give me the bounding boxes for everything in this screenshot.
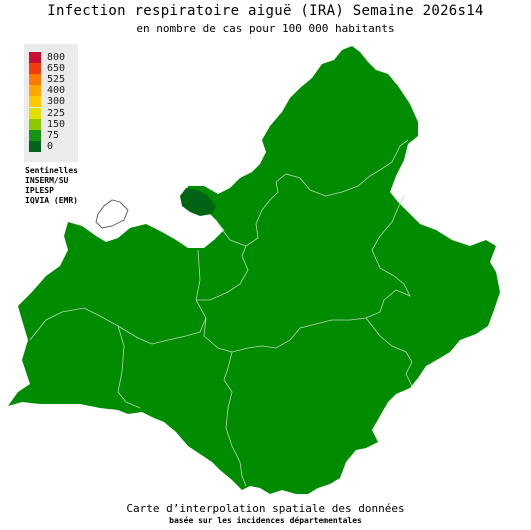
legend-swatch xyxy=(29,107,41,119)
legend-swatch xyxy=(29,140,41,152)
legend-swatch xyxy=(29,74,41,86)
map-title: Infection respiratoire aiguë (IRA) Semai… xyxy=(47,3,484,19)
legend-label: 525 xyxy=(47,74,66,86)
sources-list: Sentinelles INSERM/SU IPLESP IQVIA (EMR) xyxy=(25,166,78,206)
source-line: IQVIA (EMR) xyxy=(25,196,78,205)
legend-label: 225 xyxy=(47,107,66,119)
legend-label: 75 xyxy=(47,129,60,141)
legend-item: 225 xyxy=(29,107,66,119)
legend-swatch xyxy=(29,85,41,97)
legend-swatch xyxy=(29,63,41,75)
outside-enclave xyxy=(95,199,129,229)
legend-item: 800 xyxy=(29,52,65,63)
source-line: INSERM/SU xyxy=(25,176,69,185)
legend-swatch xyxy=(29,52,41,63)
legend-label: 150 xyxy=(47,118,66,130)
legend-swatch xyxy=(29,96,41,108)
legend-label: 800 xyxy=(47,52,66,63)
map-subtitle: en nombre de cas pour 100 000 habitants xyxy=(136,22,395,35)
legend-label: 650 xyxy=(47,63,66,75)
legend-swatch xyxy=(29,118,41,130)
legend-item: 300 xyxy=(29,96,66,108)
legend-label: 400 xyxy=(47,85,66,97)
legend-item: 75 xyxy=(29,129,60,141)
legend-label: 300 xyxy=(47,96,66,108)
legend-item: 650 xyxy=(29,63,66,75)
legend-item: 150 xyxy=(29,118,66,130)
legend-item: 0 xyxy=(29,140,54,152)
legend-item: 525 xyxy=(29,74,66,86)
legend-label: 0 xyxy=(47,140,54,152)
sources-heading: Sentinelles xyxy=(25,166,78,175)
legend: 800 650 525 400 300 225 150 75 0 xyxy=(24,44,78,162)
legend-swatch xyxy=(29,129,41,141)
region-area xyxy=(8,46,500,494)
footer-note: basée sur les incidences départementales xyxy=(169,516,362,525)
footer-caption: Carte d’interpolation spatiale des donné… xyxy=(126,502,405,515)
legend-item: 400 xyxy=(29,85,66,97)
source-line: IPLESP xyxy=(25,186,54,195)
enclave-area xyxy=(180,188,216,216)
